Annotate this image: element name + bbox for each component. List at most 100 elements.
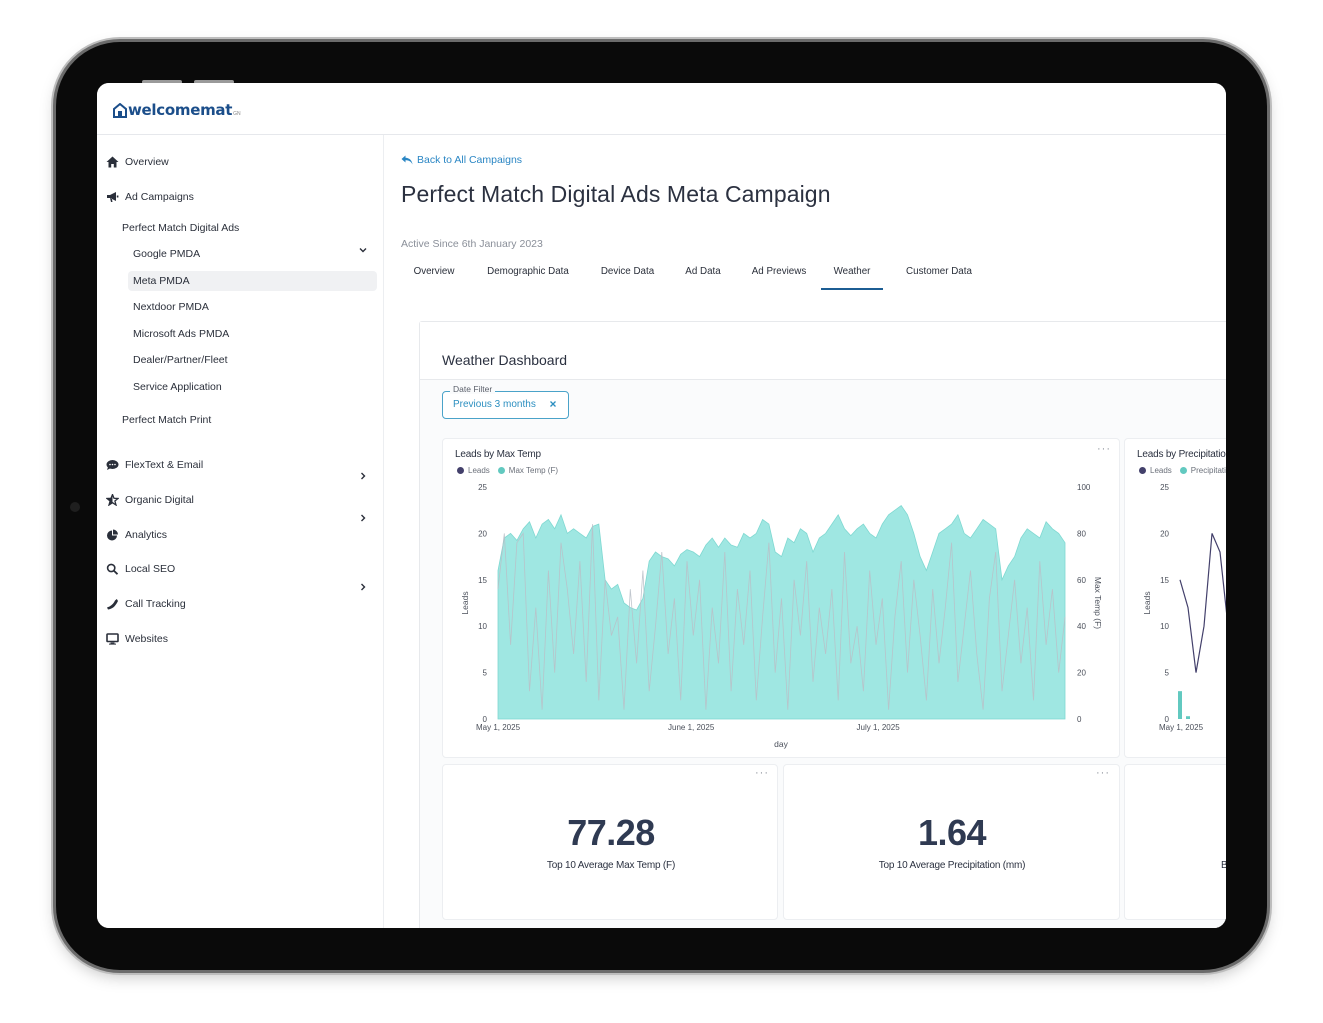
y-tick-label: 5 xyxy=(483,669,488,678)
sidebar-group-digital-ads[interactable]: Perfect Match Digital Ads xyxy=(122,222,240,234)
y-tick-label: 25 xyxy=(478,483,487,492)
legend-swatch-precip xyxy=(1179,467,1187,474)
leads-line-series xyxy=(1179,533,1226,673)
sidebar-item-organic-digital[interactable]: Organic Digital xyxy=(105,490,194,510)
more-options-icon[interactable]: ··· xyxy=(1097,443,1111,455)
home-icon xyxy=(105,155,119,169)
y-tick-label: 10 xyxy=(478,622,487,631)
monitor-icon xyxy=(105,632,119,646)
stat-value: 1.64 xyxy=(917,812,987,853)
stat-label: Top 10 Average Max Temp (F) xyxy=(546,860,676,871)
search-icon xyxy=(105,562,119,576)
legend-label: Leads xyxy=(1150,466,1172,475)
chevron-down-icon[interactable] xyxy=(358,245,368,255)
reply-arrow-icon xyxy=(401,155,413,165)
camera-dot xyxy=(70,502,80,512)
sidebar-item-local-seo[interactable]: Local SEO xyxy=(105,559,175,579)
y-tick-label: 15 xyxy=(478,576,487,585)
pie-chart-icon xyxy=(105,528,119,542)
y2-tick-label: 60 xyxy=(1077,576,1086,585)
y-tick-label: 20 xyxy=(1160,529,1169,538)
y2-tick-label: 20 xyxy=(1077,669,1086,678)
brand-name: welcomemat xyxy=(128,101,233,119)
sidebar-item-flextext-email[interactable]: FlexText & Email xyxy=(105,455,203,475)
sidebar-item-analytics[interactable]: Analytics xyxy=(105,525,167,545)
more-options-icon[interactable]: ··· xyxy=(755,767,769,779)
phone-icon xyxy=(105,597,119,611)
page-title: Perfect Match Digital Ads Meta Campaign xyxy=(401,181,831,207)
brand-mark: GN xyxy=(233,111,241,117)
stat-label: Bo xyxy=(1221,860,1226,871)
max-temp-stat-card: ··· 77.28 Top 10 Average Max Temp (F) xyxy=(442,764,778,920)
tab-overview[interactable]: Overview xyxy=(413,266,455,277)
tab-demographic-data[interactable]: Demographic Data xyxy=(487,266,569,277)
y-axis-label: Leads xyxy=(1142,591,1152,614)
top-bar: welcomemat GN xyxy=(97,83,1226,135)
sidebar-item-label: Ad Campaigns xyxy=(125,191,194,203)
more-options-icon[interactable]: ··· xyxy=(1096,767,1110,779)
sidebar-group-print[interactable]: Perfect Match Print xyxy=(122,414,212,426)
sidebar-item-ad-campaigns[interactable]: Ad Campaigns xyxy=(105,187,194,207)
tab-weather[interactable]: Weather xyxy=(821,266,883,290)
sidebar-item-websites[interactable]: Websites xyxy=(105,629,168,649)
chevron-right-icon[interactable] xyxy=(358,513,368,523)
y-tick-label: 0 xyxy=(483,715,488,724)
back-link-label: Back to All Campaigns xyxy=(417,154,523,166)
sidebar-item-label: Organic Digital xyxy=(125,494,194,506)
y-tick-label: 10 xyxy=(1160,622,1169,631)
y2-axis-label: Max Temp (F) xyxy=(1093,577,1103,629)
sidebar-item-nextdoor-pmda[interactable]: Nextdoor PMDA xyxy=(133,301,209,313)
y2-tick-label: 100 xyxy=(1077,483,1091,492)
tab-device-data[interactable]: Device Data xyxy=(600,266,655,277)
legend-swatch-leads xyxy=(457,467,464,474)
sidebar-item-service-application[interactable]: Service Application xyxy=(133,381,222,393)
back-to-campaigns-link[interactable]: Back to All Campaigns xyxy=(401,154,522,166)
sidebar-item-overview[interactable]: Overview xyxy=(105,152,169,172)
y-axis-label: Leads xyxy=(460,591,470,614)
chat-icon xyxy=(105,458,119,472)
stat-value: 77.28 xyxy=(567,812,655,853)
sidebar-item-google-pmda[interactable]: Google PMDA xyxy=(133,248,201,260)
chevron-right-icon[interactable] xyxy=(358,582,368,592)
sidebar: Overview Ad Campaigns Perfect Match Digi… xyxy=(97,135,384,928)
date-filter-label: Date Filter xyxy=(450,384,496,394)
x-tick-label: June 1, 2025 xyxy=(668,723,715,732)
welcomemat-logo[interactable]: welcomemat GN xyxy=(113,101,241,119)
active-since-text: Active Since 6th January 2023 xyxy=(401,238,543,250)
precip-bar xyxy=(1186,716,1190,719)
date-filter-select[interactable]: Previous 3 months xyxy=(442,391,569,419)
house-logo-icon xyxy=(113,102,127,118)
clear-filter-icon[interactable] xyxy=(548,399,558,409)
sidebar-item-call-tracking[interactable]: Call Tracking xyxy=(105,594,186,614)
sidebar-item-label: Websites xyxy=(125,633,168,645)
hardware-button xyxy=(142,80,182,84)
tab-ad-data[interactable]: Ad Data xyxy=(685,266,721,277)
y-tick-label: 5 xyxy=(1165,669,1170,678)
star-icon xyxy=(105,493,119,507)
y2-tick-label: 80 xyxy=(1077,529,1086,538)
sidebar-item-meta-pmda[interactable]: Meta PMDA xyxy=(128,271,377,291)
leads-by-precipitation-chart: 0 5 10 15 20 25 Leads May 1, 2025 xyxy=(1142,483,1226,732)
legend-label: Precipitati xyxy=(1190,466,1226,475)
sidebar-item-label: Call Tracking xyxy=(125,598,186,610)
x-tick-label: May 1, 2025 xyxy=(476,723,521,732)
legend-label: Leads xyxy=(468,466,490,475)
sidebar-item-microsoft-ads-pmda[interactable]: Microsoft Ads PMDA xyxy=(133,328,230,340)
chart-title: Leads by Precipitatio xyxy=(1137,449,1226,460)
x-tick-label: May 1, 2025 xyxy=(1159,723,1204,732)
date-filter-value: Previous 3 months xyxy=(453,399,536,410)
tab-ad-previews[interactable]: Ad Previews xyxy=(751,266,807,277)
legend-swatch-leads xyxy=(1139,467,1146,474)
y2-tick-label: 40 xyxy=(1077,622,1086,631)
sidebar-item-label: Analytics xyxy=(125,529,168,541)
sidebar-item-label: Local SEO xyxy=(125,563,176,575)
y-tick-label: 20 xyxy=(478,529,487,538)
hardware-button xyxy=(194,80,234,84)
stat-label: Top 10 Average Precipitation (mm) xyxy=(878,860,1026,871)
dashboard-title: Weather Dashboard xyxy=(442,352,568,368)
sidebar-item-dealer-partner-fleet[interactable]: Dealer/Partner/Fleet xyxy=(133,354,228,366)
x-tick-label: July 1, 2025 xyxy=(857,723,901,732)
tab-customer-data[interactable]: Customer Data xyxy=(906,266,972,277)
chevron-right-icon[interactable] xyxy=(358,471,368,481)
legend-swatch-temp xyxy=(497,467,505,474)
